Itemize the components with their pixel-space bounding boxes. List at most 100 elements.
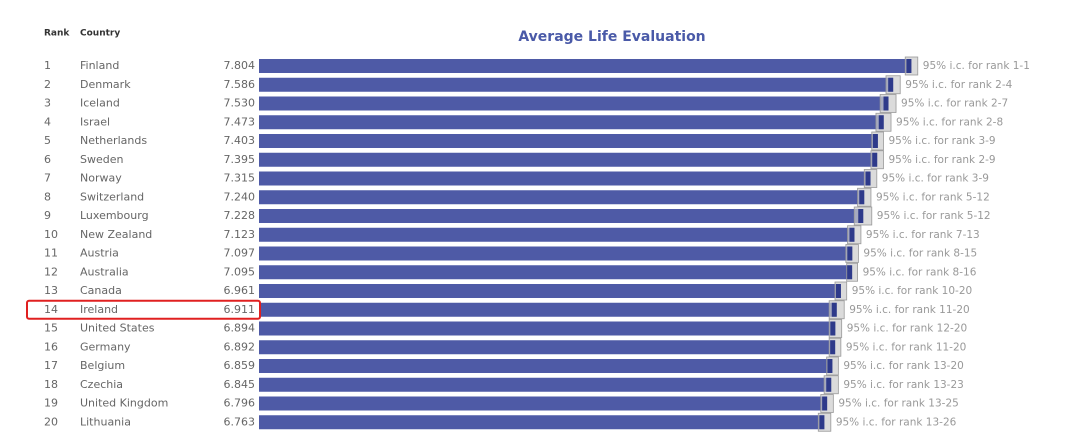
bar-tip (830, 340, 836, 355)
bar-tip (906, 59, 912, 73)
bar (259, 321, 836, 336)
bar (259, 96, 889, 111)
bar (259, 77, 894, 92)
value-label: 7.586 (224, 78, 256, 91)
country: Netherlands (80, 134, 147, 147)
country: Finland (80, 59, 119, 72)
value-label: 7.123 (224, 228, 256, 241)
bar (259, 171, 871, 186)
country: Austria (80, 247, 119, 260)
bar (259, 284, 841, 298)
bar (259, 227, 855, 242)
country: Denmark (80, 78, 131, 91)
rank: 6 (44, 153, 51, 166)
country: United Kingdom (80, 397, 168, 410)
value-label: 7.403 (224, 134, 256, 147)
country: Iceland (80, 97, 120, 110)
rank: 11 (44, 247, 58, 260)
rank: 20 (44, 415, 58, 428)
bar-tip (859, 190, 865, 205)
value-label: 6.845 (224, 378, 256, 391)
rank: 4 (44, 115, 51, 128)
bar-tip (872, 134, 878, 148)
bar-tip (878, 115, 884, 130)
rank: 1 (44, 59, 51, 72)
bar (259, 59, 912, 73)
value-label: 6.763 (224, 415, 256, 428)
value-label: 7.473 (224, 115, 256, 128)
value-label: 7.097 (224, 247, 256, 260)
bar (259, 302, 837, 317)
country: New Zealand (80, 228, 152, 241)
bar-tip (865, 171, 871, 186)
country: Canada (80, 284, 122, 297)
bar (259, 415, 825, 430)
bar-tip (835, 284, 841, 298)
ci-label: 95% i.c. for rank 13-26 (836, 416, 957, 428)
rank-header: Rank (44, 29, 70, 39)
country: Czechia (80, 378, 123, 391)
value-label: 7.395 (224, 153, 256, 166)
confidence-interval (826, 356, 839, 376)
bar-tip (827, 359, 833, 373)
ci-label: 95% i.c. for rank 3-9 (888, 135, 995, 147)
rank: 14 (44, 303, 58, 316)
country: Switzerland (80, 190, 144, 203)
bar-tip (830, 321, 836, 336)
ci-label: 95% i.c. for rank 8-15 (863, 248, 977, 260)
ci-label: 95% i.c. for rank 13-23 (843, 379, 964, 391)
rank: 12 (44, 265, 58, 278)
ci-label: 95% i.c. for rank 12-20 (847, 323, 968, 335)
bar (259, 190, 865, 205)
country: Norway (80, 172, 122, 185)
value-label: 7.095 (224, 265, 256, 278)
bar (259, 377, 832, 392)
bar-tip (872, 152, 878, 167)
ci-label: 95% i.c. for rank 5-12 (877, 210, 991, 222)
bar-tip (858, 209, 864, 223)
value-label: 6.911 (224, 303, 256, 316)
bar (259, 246, 853, 261)
bar-tip (888, 77, 894, 92)
rank: 15 (44, 322, 58, 335)
rank: 19 (44, 397, 58, 410)
value-label: 7.530 (224, 97, 256, 110)
ci-label: 95% i.c. for rank 2-7 (901, 98, 1008, 110)
value-label: 7.804 (224, 59, 256, 72)
bar-tip (849, 227, 855, 242)
rank: 18 (44, 378, 58, 391)
value-label: 7.240 (224, 190, 256, 203)
rank: 10 (44, 228, 58, 241)
rank: 2 (44, 78, 51, 91)
value-label: 6.894 (224, 322, 256, 335)
bar-tip (883, 96, 889, 111)
rank: 17 (44, 359, 58, 372)
rank: 5 (44, 134, 51, 147)
bar (259, 134, 878, 148)
bar-tip (847, 265, 853, 280)
country: Belgium (80, 359, 125, 372)
bar (259, 265, 853, 280)
ci-label: 95% i.c. for rank 13-25 (838, 398, 959, 410)
bar-tip (822, 396, 828, 411)
country: Germany (80, 340, 131, 353)
value-label: 7.228 (224, 209, 256, 222)
value-label: 6.892 (224, 340, 256, 353)
country: Ireland (80, 303, 118, 316)
country: Australia (80, 265, 129, 278)
ci-label: 95% i.c. for rank 2-9 (888, 154, 995, 166)
bar (259, 152, 878, 167)
country: Sweden (80, 153, 123, 166)
rank: 13 (44, 284, 58, 297)
bar-tip (847, 246, 853, 261)
bar (259, 115, 884, 130)
ci-label: 95% i.c. for rank 10-20 (852, 285, 973, 297)
bar-tip (826, 377, 832, 392)
value-label: 7.315 (224, 172, 256, 185)
rank: 3 (44, 97, 51, 110)
bar-tip (819, 415, 825, 430)
bar (259, 340, 836, 355)
bar-tip (831, 302, 837, 317)
country: Israel (80, 115, 110, 128)
